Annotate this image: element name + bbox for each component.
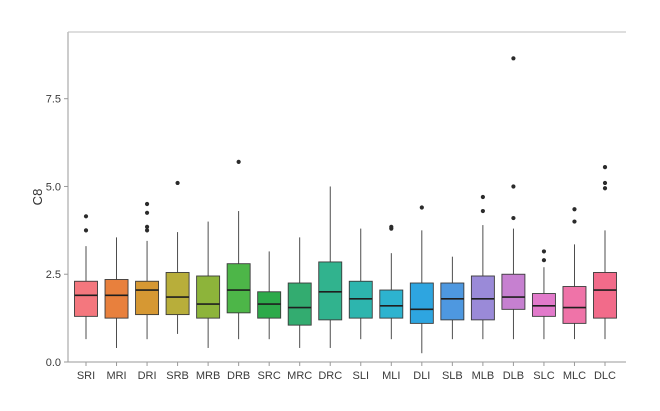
box-sri bbox=[74, 214, 98, 340]
outlier-point bbox=[602, 186, 608, 191]
x-tick-label: DRI bbox=[138, 370, 157, 382]
box-mlc bbox=[562, 207, 587, 340]
y-axis-title: C8 bbox=[30, 189, 45, 206]
box-dlb bbox=[501, 56, 526, 340]
outlier-point bbox=[541, 249, 547, 254]
x-tick-label: SRB bbox=[166, 370, 189, 382]
box-mrc bbox=[287, 237, 312, 348]
box-mli bbox=[379, 224, 404, 340]
x-tick-label: MRB bbox=[196, 370, 220, 382]
outlier-point bbox=[572, 219, 577, 224]
box-drc bbox=[318, 186, 343, 348]
outlier-point bbox=[144, 224, 150, 229]
box-drb bbox=[226, 159, 251, 340]
x-tick-label: SRI bbox=[77, 370, 95, 382]
outlier-point bbox=[572, 207, 577, 212]
outlier-point bbox=[511, 56, 516, 61]
box-body bbox=[257, 291, 282, 319]
box-body bbox=[562, 286, 587, 324]
box-body bbox=[593, 272, 617, 319]
box-slb bbox=[440, 256, 465, 340]
outlier-point bbox=[602, 180, 608, 186]
x-tick-label: SLI bbox=[353, 370, 370, 382]
x-tick-label: DLB bbox=[503, 370, 524, 382]
box-mri bbox=[104, 237, 129, 348]
box-src bbox=[257, 251, 282, 340]
box-body bbox=[196, 275, 221, 319]
y-tick-label: 5.0 bbox=[46, 181, 61, 193]
x-tick-label: SRC bbox=[258, 370, 281, 382]
outlier-point bbox=[175, 180, 180, 186]
box-body bbox=[165, 272, 190, 316]
outlier-point bbox=[389, 224, 394, 229]
box-body bbox=[318, 261, 343, 321]
outlier-point bbox=[511, 215, 516, 221]
outlier-point bbox=[511, 184, 516, 189]
outlier-point bbox=[480, 208, 485, 214]
x-tick-label: DLI bbox=[413, 370, 430, 382]
box-body bbox=[135, 280, 160, 316]
outlier-point bbox=[419, 205, 424, 210]
axes bbox=[67, 31, 626, 363]
box-body bbox=[501, 273, 526, 310]
box-dlc bbox=[593, 165, 617, 340]
x-ticks: SRI MRI DRI SRB MRB DRB SRC MRC DRC SLI MLI DLI SLB M… bbox=[77, 362, 616, 382]
box-mrb bbox=[196, 221, 221, 348]
outlier-point bbox=[144, 210, 150, 215]
box-dri bbox=[135, 201, 160, 340]
box-mlb bbox=[470, 194, 495, 340]
x-tick-label: DRC bbox=[318, 370, 342, 382]
outlier-point bbox=[144, 201, 150, 207]
box-body bbox=[74, 280, 98, 317]
outlier-point bbox=[480, 194, 485, 200]
x-tick-label: MLC bbox=[563, 370, 586, 382]
x-tick-label: SLB bbox=[442, 370, 463, 382]
outlier-point bbox=[83, 228, 89, 233]
box-body bbox=[531, 293, 556, 317]
box-body bbox=[348, 280, 373, 319]
box-body bbox=[379, 289, 404, 319]
x-tick-label: MLB bbox=[472, 370, 495, 382]
box-body bbox=[470, 275, 495, 321]
outlier-point bbox=[602, 165, 608, 170]
box-dli bbox=[409, 205, 434, 354]
boxes bbox=[74, 56, 617, 354]
x-tick-label: SLC bbox=[533, 370, 554, 382]
y-ticks: 0.0 2.5 5.0 7.5 bbox=[46, 94, 68, 369]
box-slc bbox=[531, 249, 556, 340]
y-tick-label: 2.5 bbox=[46, 269, 61, 281]
x-tick-label: MRI bbox=[106, 370, 126, 382]
box-body bbox=[287, 282, 312, 326]
outlier-point bbox=[144, 228, 150, 233]
x-tick-label: DLC bbox=[594, 370, 616, 382]
y-tick-label: 0.0 bbox=[46, 357, 61, 369]
x-tick-label: DRB bbox=[227, 370, 250, 382]
outlier-point bbox=[541, 258, 547, 263]
box-sli bbox=[348, 228, 373, 340]
y-tick-label: 7.5 bbox=[46, 94, 61, 106]
box-body bbox=[226, 263, 251, 314]
x-tick-label: MRC bbox=[287, 370, 312, 382]
box-srb bbox=[165, 180, 190, 334]
outlier-point bbox=[236, 159, 241, 164]
box-body bbox=[440, 282, 465, 321]
box-body bbox=[104, 279, 129, 319]
outlier-point bbox=[83, 214, 89, 219]
box-body bbox=[409, 282, 434, 324]
x-tick-label: MLI bbox=[382, 370, 400, 382]
